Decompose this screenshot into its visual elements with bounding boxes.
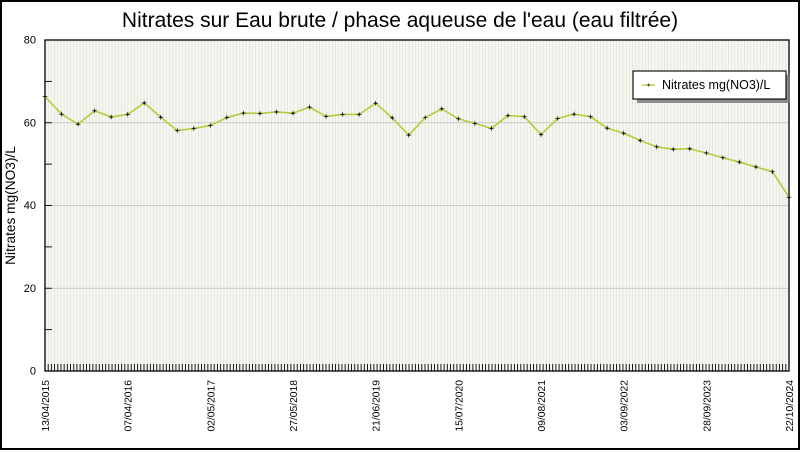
- svg-text:21/06/2019: 21/06/2019: [372, 380, 383, 432]
- svg-text:28/09/2023: 28/09/2023: [702, 380, 713, 432]
- svg-text:Nitrates mg(NO3)/L: Nitrates mg(NO3)/L: [3, 146, 18, 265]
- svg-text:80: 80: [24, 35, 36, 47]
- svg-text:22/10/2024: 22/10/2024: [785, 380, 796, 432]
- svg-text:13/04/2015: 13/04/2015: [41, 380, 52, 432]
- svg-text:0: 0: [30, 366, 36, 378]
- svg-text:15/07/2020: 15/07/2020: [454, 380, 465, 432]
- svg-text:Nitrates mg(NO3)/L: Nitrates mg(NO3)/L: [662, 78, 770, 92]
- svg-text:09/08/2021: 09/08/2021: [537, 380, 548, 432]
- svg-text:40: 40: [24, 200, 36, 212]
- svg-text:20: 20: [24, 283, 36, 295]
- svg-text:60: 60: [24, 117, 36, 129]
- svg-text:27/05/2018: 27/05/2018: [289, 380, 300, 432]
- svg-text:02/05/2017: 02/05/2017: [206, 380, 217, 432]
- svg-text:07/04/2016: 07/04/2016: [124, 380, 135, 432]
- svg-text:03/09/2022: 03/09/2022: [620, 380, 631, 432]
